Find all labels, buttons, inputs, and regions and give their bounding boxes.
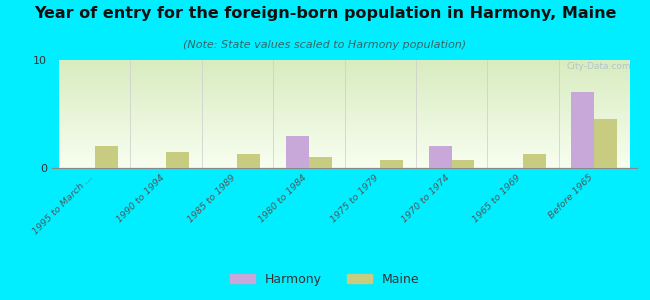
- Bar: [594, 119, 617, 168]
- Text: (Note: State values scaled to Harmony population): (Note: State values scaled to Harmony po…: [183, 40, 467, 50]
- Bar: [429, 146, 452, 168]
- Bar: [286, 136, 309, 168]
- Bar: [571, 92, 594, 168]
- Text: Year of entry for the foreign-born population in Harmony, Maine: Year of entry for the foreign-born popul…: [34, 6, 616, 21]
- Bar: [523, 154, 546, 168]
- Bar: [166, 152, 189, 168]
- Bar: [95, 146, 118, 168]
- Bar: [237, 154, 260, 168]
- Bar: [452, 160, 474, 168]
- Text: City-Data.com: City-Data.com: [567, 62, 631, 71]
- Bar: [309, 157, 332, 168]
- Bar: [380, 160, 403, 168]
- Legend: Harmony, Maine: Harmony, Maine: [225, 268, 425, 291]
